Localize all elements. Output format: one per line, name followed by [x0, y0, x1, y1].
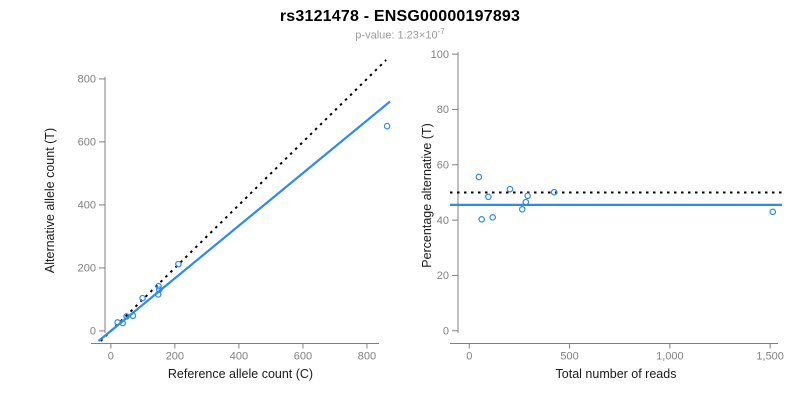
data-point: [123, 313, 130, 320]
data-point: [119, 319, 126, 327]
x-axis-title: Reference allele count (C): [168, 367, 313, 381]
data-point: [129, 312, 137, 320]
pvalue-exponent: -7: [437, 27, 445, 36]
figure-title: rs3121478 - ENSG00000197893: [279, 8, 521, 25]
data-point: [769, 208, 777, 216]
data-point: [550, 188, 558, 196]
y-axis-title: Alternative allele count (T): [43, 128, 57, 273]
data-point: [175, 260, 182, 268]
data-point: [383, 122, 391, 130]
data-point: [139, 294, 146, 302]
x-tick-label: 400: [230, 351, 248, 363]
x-tick-label: 0: [108, 351, 114, 363]
x-axis-title: Total number of reads: [556, 367, 677, 381]
x-tick-label: 0: [466, 351, 472, 363]
x-tick-label: 800: [358, 351, 376, 363]
data-point: [506, 185, 514, 193]
y-tick-label: 200: [78, 263, 96, 275]
y-tick-label: 400: [78, 200, 96, 212]
x-tick-label: 1,500: [756, 351, 784, 363]
x-tick-label: 600: [294, 351, 312, 363]
right-plot: 0 500 1,000 1,500 0 20 40 60 80 100 Total number o…: [420, 49, 784, 381]
x-tick-label: 500: [560, 351, 578, 363]
data-point: [155, 286, 163, 293]
y-axis-title: Percentage alternative (T): [420, 123, 434, 268]
y-tick-label: 60: [437, 160, 449, 172]
figure-subtitle: p-value: 1.23×10-7: [0, 27, 800, 42]
data-point: [478, 215, 485, 223]
pvalue-text: p-value: 1.23×10: [355, 29, 438, 42]
data-point: [489, 214, 497, 221]
y-tick-label: 0: [90, 326, 96, 338]
fit-line: [97, 100, 391, 342]
data-point: [155, 282, 162, 290]
y-tick-label: 600: [78, 137, 96, 149]
data-point: [485, 193, 492, 201]
data-point: [522, 198, 530, 206]
left-plot: 0 200 400 600 800 0 200 400 600 800 Reference alle…: [43, 59, 391, 381]
y-tick-label: 0: [443, 326, 449, 338]
y-tick-label: 80: [437, 104, 449, 116]
y-tick-label: 800: [78, 74, 96, 86]
y-tick-label: 40: [437, 215, 449, 227]
data-point: [475, 173, 483, 181]
x-tick-label: 1,000: [656, 351, 684, 363]
x-tick-label: 200: [166, 351, 184, 363]
data-point: [524, 192, 531, 200]
identity-line: [99, 59, 387, 342]
y-tick-label: 20: [437, 270, 449, 282]
data-point: [518, 206, 526, 213]
y-tick-label: 100: [431, 49, 449, 61]
